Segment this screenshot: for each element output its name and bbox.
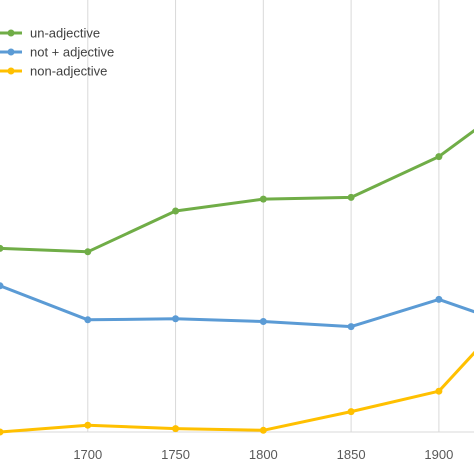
data-point <box>347 323 355 331</box>
series-lines <box>0 128 474 436</box>
series-line <box>0 128 474 254</box>
data-point <box>435 153 443 161</box>
legend-item: un-adjective <box>0 26 100 41</box>
x-tick-label: 1750 <box>161 447 190 462</box>
data-point <box>0 282 4 290</box>
data-point <box>347 408 355 416</box>
data-point <box>172 315 180 323</box>
series-line <box>0 350 474 434</box>
legend-label: not + adjective <box>30 45 114 60</box>
legend-marker <box>7 67 15 75</box>
x-tick-label: 1900 <box>424 447 453 462</box>
data-point <box>0 244 4 252</box>
legend: un-adjective not + adjective non-adjective <box>0 26 114 79</box>
x-tick-label: 1850 <box>337 447 366 462</box>
data-point <box>435 295 443 303</box>
legend-item: non-adjective <box>0 64 107 79</box>
series-line <box>0 284 474 329</box>
legend-label: non-adjective <box>30 64 107 79</box>
data-point <box>259 426 267 434</box>
data-point <box>84 248 92 256</box>
data-point <box>259 318 267 325</box>
series-not-adjective <box>0 282 474 331</box>
data-point <box>84 316 92 324</box>
data-point <box>259 195 267 203</box>
data-point <box>172 207 180 215</box>
series-non-adjective <box>0 350 474 436</box>
data-point <box>84 421 92 429</box>
series-un-adjective <box>0 128 474 256</box>
grid-lines <box>0 0 474 433</box>
data-point <box>172 425 180 433</box>
data-point <box>435 387 443 395</box>
legend-marker <box>7 29 15 37</box>
legend-marker <box>7 48 15 56</box>
data-point <box>0 428 4 436</box>
x-tick-label: 1800 <box>249 447 278 462</box>
x-tick-label: 1700 <box>73 447 102 462</box>
legend-item: not + adjective <box>0 45 114 60</box>
data-point <box>347 193 355 201</box>
x-axis-tick-labels: 1700 1750 1800 1850 1900 <box>73 447 453 462</box>
legend-label: un-adjective <box>30 26 100 41</box>
